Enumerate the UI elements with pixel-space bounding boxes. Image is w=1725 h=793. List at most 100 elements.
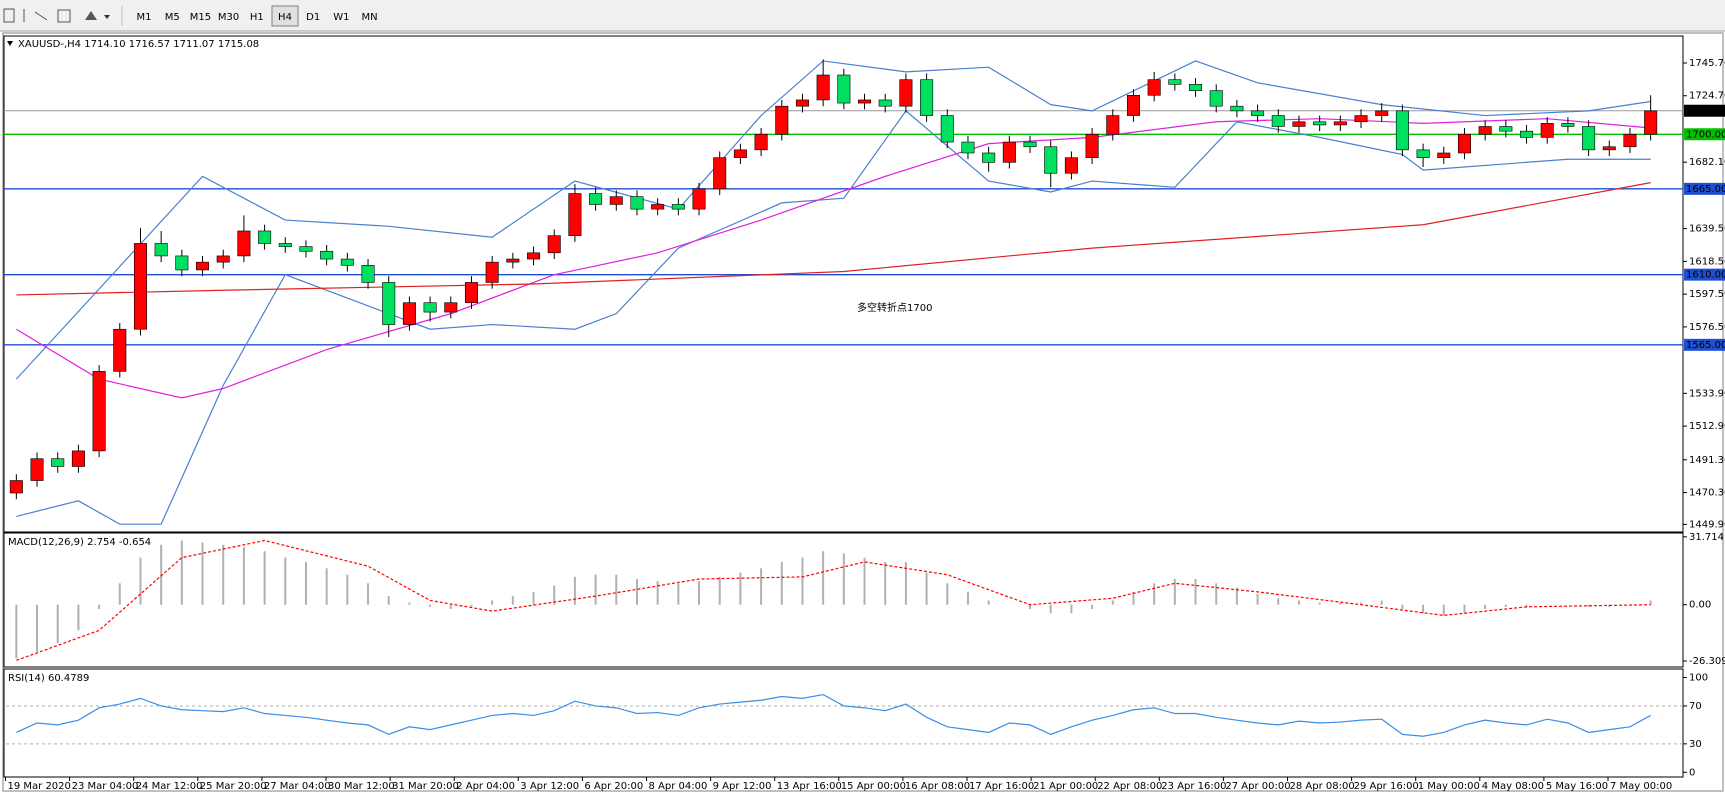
level-label-box — [1684, 128, 1725, 141]
candle-body — [1582, 126, 1596, 151]
candle-body — [1623, 133, 1637, 148]
candle-body — [1644, 110, 1658, 135]
y-tick-label: 1470.30 — [1689, 488, 1725, 499]
timeframe-button[interactable] — [271, 5, 299, 27]
x-tick-label: 22 Apr 08:00 — [1097, 781, 1162, 792]
x-tick-label: 21 Apr 00:00 — [1033, 781, 1098, 792]
level-label: 1665.00 — [1686, 184, 1725, 195]
y-tick-label: 1724.70 — [1689, 91, 1725, 102]
candle-body — [775, 105, 789, 135]
icon-crosshair[interactable] — [3, 8, 15, 23]
candle-body — [196, 261, 210, 271]
candle-body — [299, 246, 313, 252]
candle-body — [1251, 110, 1265, 116]
x-tick-label: 16 Apr 08:00 — [905, 781, 970, 792]
candle-body — [9, 480, 23, 494]
indicator-line — [15, 60, 1651, 380]
y-tick-label: -26.309 — [1689, 656, 1725, 667]
timeframe-label[interactable]: H4 — [278, 12, 292, 23]
candle-body — [1002, 141, 1016, 163]
candle-body — [982, 152, 996, 163]
x-tick-label: 5 May 16:00 — [1546, 781, 1608, 792]
candle-body — [278, 243, 292, 247]
y-tick-label: 1533.90 — [1689, 388, 1725, 399]
timeframe-label[interactable]: M5 — [165, 12, 180, 23]
timeframe-label[interactable]: M15 — [190, 12, 211, 23]
timeframe-label[interactable]: W1 — [333, 12, 349, 23]
y-tick-label: 70 — [1689, 701, 1702, 712]
candle-body — [795, 99, 809, 107]
indicator-line — [16, 118, 1651, 399]
indicator-line — [16, 182, 1651, 296]
x-tick-label: 4 May 08:00 — [1482, 781, 1544, 792]
candle-body — [589, 193, 603, 205]
candle-body — [1457, 133, 1471, 154]
candle-body — [1602, 146, 1616, 151]
candle-body — [1499, 126, 1513, 132]
candle-body — [1416, 149, 1430, 158]
candle-body — [423, 302, 437, 313]
candle-body — [609, 196, 623, 205]
annotation: 多空转折点1700 — [857, 301, 932, 314]
candle-body — [1189, 84, 1203, 91]
x-tick-label: 24 Mar 12:00 — [136, 781, 203, 792]
candle-body — [1044, 146, 1058, 174]
y-tick-label: 1639.50 — [1689, 224, 1725, 235]
candle-body — [1085, 133, 1099, 158]
candle-body — [837, 74, 851, 104]
y-tick-label: 1449.90 — [1689, 519, 1725, 530]
x-tick-label: 27 Apr 00:00 — [1225, 781, 1290, 792]
candle-body — [340, 258, 354, 266]
y-tick-label: 30 — [1689, 739, 1702, 750]
y-tick-label: 1618.50 — [1689, 256, 1725, 267]
candle-body — [1520, 130, 1534, 138]
y-tick-label: 1512.90 — [1689, 421, 1725, 432]
timeframe-label[interactable]: H1 — [250, 12, 264, 23]
level-label: 1610.00 — [1686, 270, 1725, 281]
timeframe-label[interactable]: D1 — [306, 12, 320, 23]
x-tick-label: 29 Apr 16:00 — [1354, 781, 1419, 792]
level-label: 1565.00 — [1686, 340, 1725, 351]
candle-body — [754, 133, 768, 151]
candle-body — [1333, 121, 1347, 126]
candle-body — [1395, 110, 1409, 151]
icon-text[interactable] — [57, 9, 71, 23]
candle-body — [1437, 152, 1451, 158]
rsi-line — [16, 693, 1651, 737]
icon-dropdown[interactable] — [104, 15, 110, 19]
level-label-box — [1684, 182, 1725, 195]
x-tick-label: 9 Apr 12:00 — [713, 781, 772, 792]
icon-trend[interactable] — [34, 11, 48, 21]
candle-body — [630, 196, 644, 210]
x-tick-label: 23 Mar 04:00 — [72, 781, 139, 792]
candle-body — [1126, 94, 1140, 116]
candle-body — [878, 99, 892, 107]
y-tick-label: 0.00 — [1689, 600, 1711, 611]
candle-body — [113, 328, 127, 372]
y-tick-label: 1576.50 — [1689, 322, 1725, 333]
timeframe-label[interactable]: MN — [362, 12, 378, 23]
candle-body — [527, 252, 541, 260]
candle-body — [92, 371, 106, 452]
candle-body — [1540, 123, 1554, 138]
candle-body — [361, 264, 375, 283]
chart-header: XAUUSD-,H4 1714.10 1716.57 1711.07 1715.… — [18, 39, 259, 50]
candle-body — [1023, 141, 1037, 148]
x-tick-label: 15 Apr 00:00 — [841, 781, 906, 792]
header-marker — [7, 41, 13, 46]
candle-body — [1230, 105, 1244, 112]
candle-body — [464, 282, 478, 304]
timeframe-label[interactable]: M1 — [137, 12, 152, 23]
candle-body — [1292, 121, 1306, 127]
x-tick-label: 25 Mar 20:00 — [200, 781, 267, 792]
candle-body — [713, 157, 727, 190]
candle-body — [1354, 115, 1368, 123]
candle-body — [858, 99, 872, 104]
y-tick-label: 1745.70 — [1689, 58, 1725, 69]
icon-shapes[interactable] — [85, 11, 97, 20]
macd-label: MACD(12,26,9) 2.754 -0.654 — [8, 537, 151, 548]
timeframe-label[interactable]: M30 — [218, 12, 239, 23]
x-tick-label: 13 Apr 16:00 — [777, 781, 842, 792]
price-pane — [3, 35, 1684, 533]
